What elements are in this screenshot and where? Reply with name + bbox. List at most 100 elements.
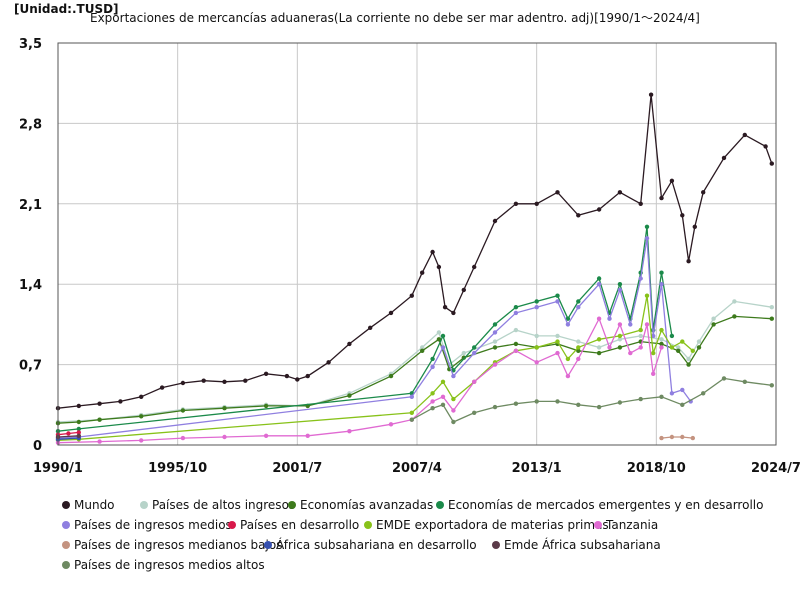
data-point xyxy=(263,433,269,438)
data-point xyxy=(669,345,675,350)
data-point xyxy=(576,339,581,344)
data-point xyxy=(347,341,352,347)
data-point xyxy=(769,316,774,321)
legend-item: África subsahariana en desarrollo xyxy=(264,538,477,552)
data-point xyxy=(263,371,269,376)
data-point xyxy=(430,399,435,404)
data-point xyxy=(659,195,664,201)
data-point xyxy=(222,379,227,384)
data-point xyxy=(492,218,498,224)
data-point xyxy=(607,316,612,321)
data-point xyxy=(139,414,144,419)
series-line xyxy=(57,300,772,423)
data-point xyxy=(690,435,695,441)
data-point xyxy=(440,394,446,399)
data-point xyxy=(596,276,602,281)
data-point xyxy=(243,378,248,383)
y-tick-label: 2,8 xyxy=(19,117,42,132)
data-point xyxy=(436,337,442,342)
data-point xyxy=(472,410,477,415)
data-point xyxy=(596,350,602,356)
legend-marker xyxy=(492,541,500,549)
data-point xyxy=(696,345,702,350)
series-mundo xyxy=(55,92,774,411)
data-point xyxy=(669,178,675,183)
data-point xyxy=(76,433,82,438)
data-point xyxy=(742,379,747,384)
data-point xyxy=(692,224,697,229)
data-point xyxy=(461,350,466,356)
data-point xyxy=(534,333,539,339)
x-tick-label: 2007/4 xyxy=(392,461,442,476)
data-point xyxy=(565,316,571,321)
chart-title: Exportaciones de mercancías aduaneras(La… xyxy=(90,11,700,25)
data-point xyxy=(644,236,650,241)
data-point xyxy=(451,419,456,425)
series-paises-de-ingresos-medios xyxy=(55,236,693,441)
data-point xyxy=(388,373,394,379)
series-emde-exportadora-de-materias-primas xyxy=(55,293,695,443)
data-point xyxy=(139,394,144,399)
data-point xyxy=(492,339,498,344)
data-point xyxy=(492,404,498,410)
data-point xyxy=(159,385,165,390)
legend-marker xyxy=(228,521,236,529)
legend-marker xyxy=(264,541,272,549)
data-point xyxy=(659,345,664,350)
data-point xyxy=(659,341,664,347)
data-point xyxy=(534,345,539,350)
data-point xyxy=(555,299,560,304)
data-point xyxy=(492,322,498,327)
data-point xyxy=(701,190,706,195)
data-point xyxy=(686,362,691,367)
data-point xyxy=(669,434,675,440)
series-line xyxy=(57,94,773,409)
legend-label: Mundo xyxy=(74,498,115,512)
legend-label: Economías de mercados emergentes y en de… xyxy=(448,498,764,512)
data-point xyxy=(440,333,446,339)
legend-item: Economías de mercados emergentes y en de… xyxy=(436,498,763,512)
data-point xyxy=(596,316,602,321)
data-point xyxy=(534,360,539,365)
data-point xyxy=(513,401,519,406)
legend-marker xyxy=(62,521,70,529)
data-point xyxy=(638,345,643,350)
series-line xyxy=(57,317,663,444)
data-point xyxy=(721,376,727,381)
legend-marker xyxy=(140,501,148,509)
data-point xyxy=(576,402,581,407)
legend-label: África subsahariana en desarrollo xyxy=(276,538,477,552)
data-point xyxy=(676,348,681,353)
data-point xyxy=(576,345,581,350)
data-point xyxy=(409,417,414,422)
data-point xyxy=(711,322,716,327)
data-point xyxy=(638,396,643,402)
data-point xyxy=(659,327,664,333)
data-point xyxy=(576,348,581,353)
data-point xyxy=(201,378,206,383)
series-line xyxy=(57,226,673,432)
data-point xyxy=(451,408,456,413)
y-tick-label: 0 xyxy=(33,439,42,454)
data-point xyxy=(617,333,623,339)
data-point xyxy=(492,330,498,335)
data-point xyxy=(596,404,602,410)
legend-item: Países de ingresos medios altos xyxy=(62,558,265,572)
data-point xyxy=(644,322,650,327)
data-point xyxy=(430,249,435,255)
legend-item: EMDE exportadora de materias primas xyxy=(364,518,609,532)
legend-marker xyxy=(62,541,70,549)
data-point xyxy=(721,155,727,161)
data-point xyxy=(66,431,71,436)
data-point xyxy=(680,402,685,407)
legend-item: Emde África subsahariana xyxy=(492,538,661,552)
data-point xyxy=(659,337,664,342)
data-point xyxy=(97,417,102,422)
data-point xyxy=(769,161,774,166)
legend-label: EMDE exportadora de materias primas xyxy=(376,518,609,532)
data-point xyxy=(669,391,675,396)
data-point xyxy=(534,399,539,404)
data-point xyxy=(680,387,685,393)
legend-item: Países de altos ingresos xyxy=(140,498,295,512)
data-point xyxy=(139,438,144,443)
